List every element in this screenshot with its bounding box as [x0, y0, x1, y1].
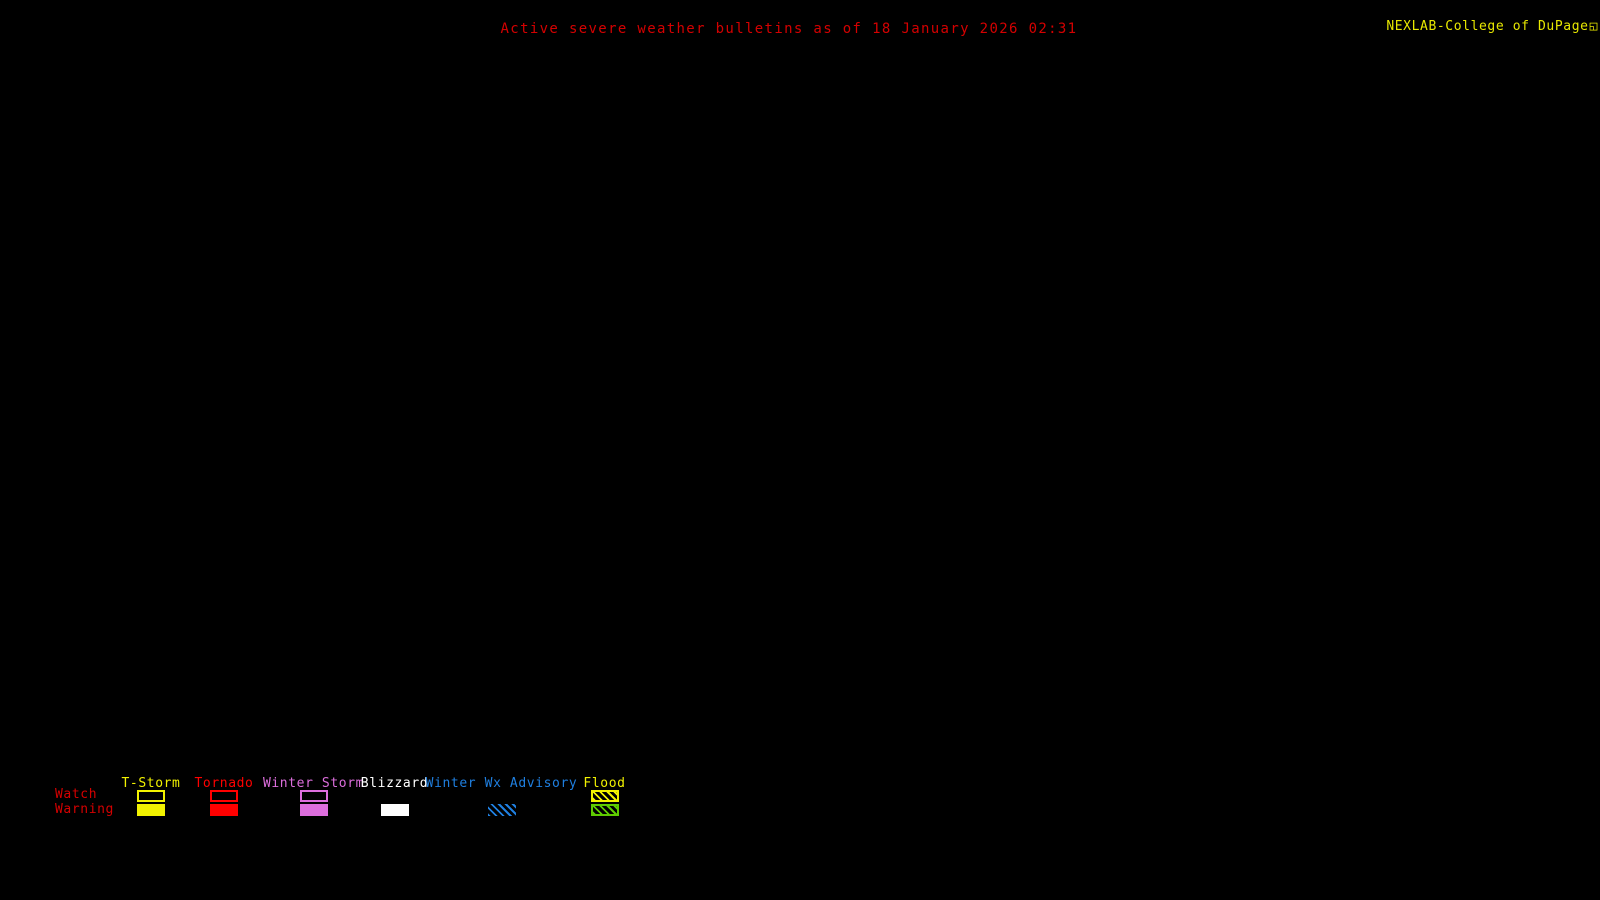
legend-column-label: T-Storm: [121, 776, 181, 791]
legend-column-label: Blizzard: [360, 776, 429, 791]
legend-column-winter-wx-advisory: Winter Wx Advisory: [426, 770, 577, 830]
legend-swatch-warning: [487, 804, 516, 816]
legend-column-t-storm: T-Storm: [110, 770, 192, 830]
legend-column-label: Winter Wx Advisory: [425, 776, 578, 791]
legend-swatch-warning: [299, 804, 328, 816]
legend-column-label: Flood: [583, 776, 626, 791]
legend-swatch-warning: [590, 804, 619, 816]
legend-swatch-watch: [137, 790, 165, 802]
legend-row-label-warning: Warning: [55, 802, 114, 817]
legend-swatch-watch: [590, 790, 619, 802]
branding: NEXLAB-College of DuPage◱: [1353, 4, 1598, 49]
legend-swatch-warning: [210, 804, 238, 816]
legend-column-label: Tornado: [194, 776, 254, 791]
map-canvas[interactable]: [0, 44, 1600, 770]
legend-swatch-warning: [137, 804, 165, 816]
legend-swatch-warning: [380, 804, 409, 816]
branding-label: NEXLAB-College of DuPage: [1386, 19, 1589, 34]
registered-mark-icon: ◱: [1589, 19, 1598, 34]
legend-swatch-watch: [299, 790, 328, 802]
legend-column-label: Winter Storm: [262, 776, 365, 791]
legend-row-label-watch: Watch: [55, 787, 98, 802]
legend: Watch Warning T-Storm Tornado Winter Sto…: [0, 770, 1600, 830]
legend-swatch-watch: [210, 790, 238, 802]
legend-column-flood: Flood: [572, 770, 637, 830]
legend-column-tornado: Tornado: [183, 770, 265, 830]
page-title: Active severe weather bulletins as of 18…: [500, 21, 1078, 37]
legend-column-winter-storm: Winter Storm: [256, 770, 371, 830]
legend-column-blizzard: Blizzard: [357, 770, 432, 830]
